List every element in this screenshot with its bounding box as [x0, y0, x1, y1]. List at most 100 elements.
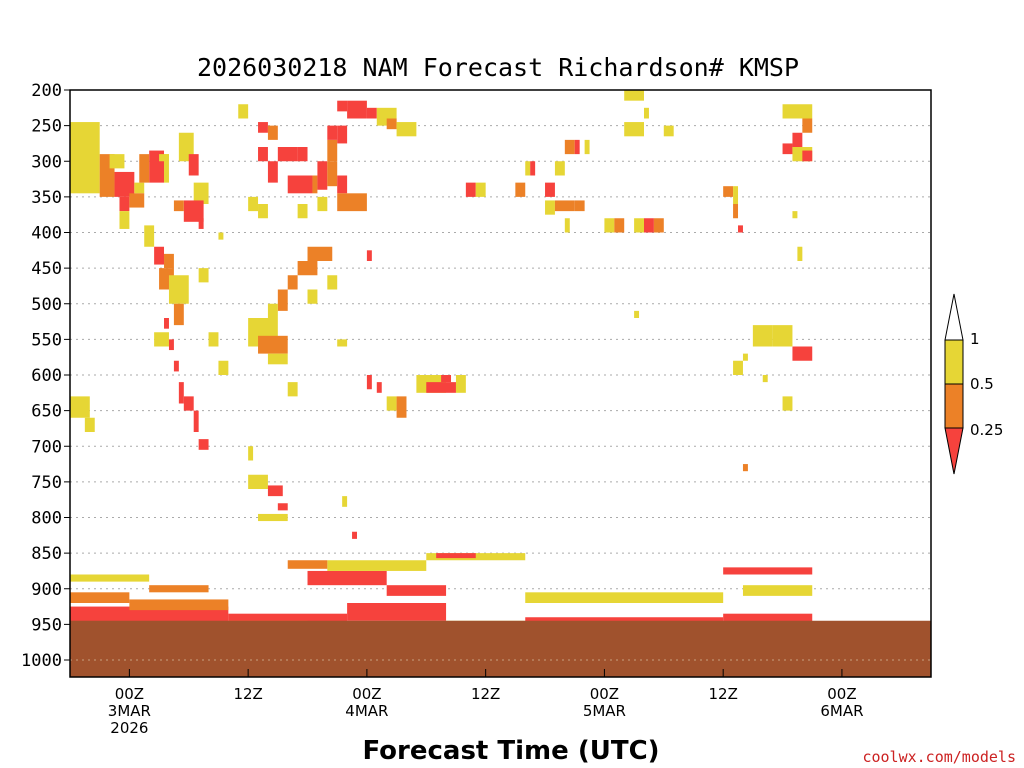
richardson-cell [802, 150, 813, 162]
richardson-cell [723, 186, 734, 197]
richardson-cell [386, 118, 397, 130]
richardson-cell [663, 125, 674, 137]
richardson-cell [792, 132, 803, 147]
richardson-cell [762, 375, 768, 383]
x-tick-label: 00Z [590, 685, 619, 703]
richardson-cell [70, 122, 100, 194]
richardson-band [70, 574, 150, 582]
y-axis: 200 250 300 350 400 450 500 550 600 650 700 750 800 8… [21, 81, 70, 671]
richardson-cell [238, 104, 249, 119]
richardson-cell [475, 182, 486, 197]
x-tick-label: 2026 [110, 719, 148, 737]
richardson-cell [782, 104, 813, 119]
chart-title: 2026030218 NAM Forecast Richardson# KMSP [197, 53, 799, 82]
richardson-cell [366, 250, 372, 261]
richardson-cell [258, 513, 288, 522]
richardson-cell [742, 353, 748, 361]
richardson-cell [218, 232, 224, 240]
richardson-cell [624, 122, 644, 137]
legend-label: 0.5 [970, 375, 994, 393]
richardson-cell [287, 382, 298, 397]
x-tick-label: 00Z [115, 685, 144, 703]
richardson-cell [139, 154, 150, 183]
x-axis-label: Forecast Time (UTC) [362, 736, 659, 766]
richardson-cell [188, 154, 199, 176]
x-tick-label: 00Z [827, 685, 856, 703]
plot-area [69, 89, 932, 678]
x-tick-label: 12Z [471, 685, 500, 703]
legend: 1 0.5 0.25 [944, 293, 1003, 475]
richardson-cell [738, 225, 743, 233]
y-tick-label: 200 [31, 81, 62, 101]
richardson-cell [337, 339, 348, 347]
richardson-cell [193, 182, 209, 204]
richardson-cell [297, 147, 308, 162]
richardson-cell [465, 182, 476, 197]
richardson-cell [168, 339, 174, 351]
richardson-cell [129, 193, 145, 208]
richardson-cell [267, 161, 278, 183]
richardson-cell [164, 253, 174, 269]
y-tick-label: 550 [31, 330, 62, 350]
richardson-cell [455, 375, 466, 393]
richardson-cell [441, 375, 452, 383]
richardson-cell [327, 161, 338, 187]
richardson-band [70, 592, 130, 603]
richardson-band [129, 599, 229, 611]
x-tick-label: 3MAR [108, 702, 151, 720]
richardson-band [287, 560, 328, 569]
richardson-cell [183, 396, 194, 411]
richardson-cell [119, 196, 130, 212]
richardson-band [347, 603, 447, 621]
richardson-cell [337, 175, 348, 194]
richardson-cell [178, 382, 184, 404]
richardson-cell [366, 107, 377, 119]
richardson-cell [119, 211, 130, 229]
y-tick-label: 700 [31, 437, 62, 457]
richardson-cell [258, 204, 268, 219]
richardson-cell [584, 139, 590, 155]
richardson-cell [545, 182, 555, 197]
legend-label: 1 [970, 330, 980, 348]
richardson-cell [337, 100, 348, 112]
richardson-cell [248, 474, 268, 489]
legend-label: 0.25 [970, 421, 1003, 439]
richardson-cell [193, 410, 199, 432]
richardson-cell [109, 154, 125, 169]
richardson-cell [248, 196, 259, 212]
richardson-cell [347, 100, 367, 119]
richardson-cell [159, 154, 169, 162]
richardson-cell [312, 175, 318, 194]
richardson-cell [84, 417, 95, 432]
richardson-cell [287, 275, 298, 290]
richardson-band [307, 570, 387, 586]
richardson-cell [624, 90, 644, 101]
y-tick-label: 300 [31, 152, 62, 172]
plot-frame [69, 89, 932, 678]
x-tick-label: 5MAR [583, 702, 626, 720]
richardson-cell [198, 439, 209, 450]
richardson-cell [733, 360, 743, 375]
richardson-cell [258, 147, 268, 162]
richardson-cell [530, 161, 536, 176]
richardson-cell [376, 382, 382, 393]
richardson-cell [515, 182, 526, 197]
richardson-band [436, 553, 476, 559]
richardson-cell [564, 218, 570, 233]
richardson-cell [183, 200, 204, 222]
richardson-cell [307, 289, 318, 304]
richardson-cell [733, 204, 739, 219]
richardson-cell [173, 360, 179, 372]
richardson-cell [267, 303, 278, 318]
richardson-cell [164, 154, 169, 183]
richardson-cell [258, 122, 268, 133]
y-tick-label: 350 [31, 188, 62, 208]
richardson-cell [574, 200, 585, 212]
richardson-cell [644, 107, 649, 119]
richardson-cell [144, 225, 155, 247]
richardson-band [723, 567, 813, 575]
legend-swatch [944, 339, 964, 385]
y-tick-label: 450 [31, 259, 62, 279]
